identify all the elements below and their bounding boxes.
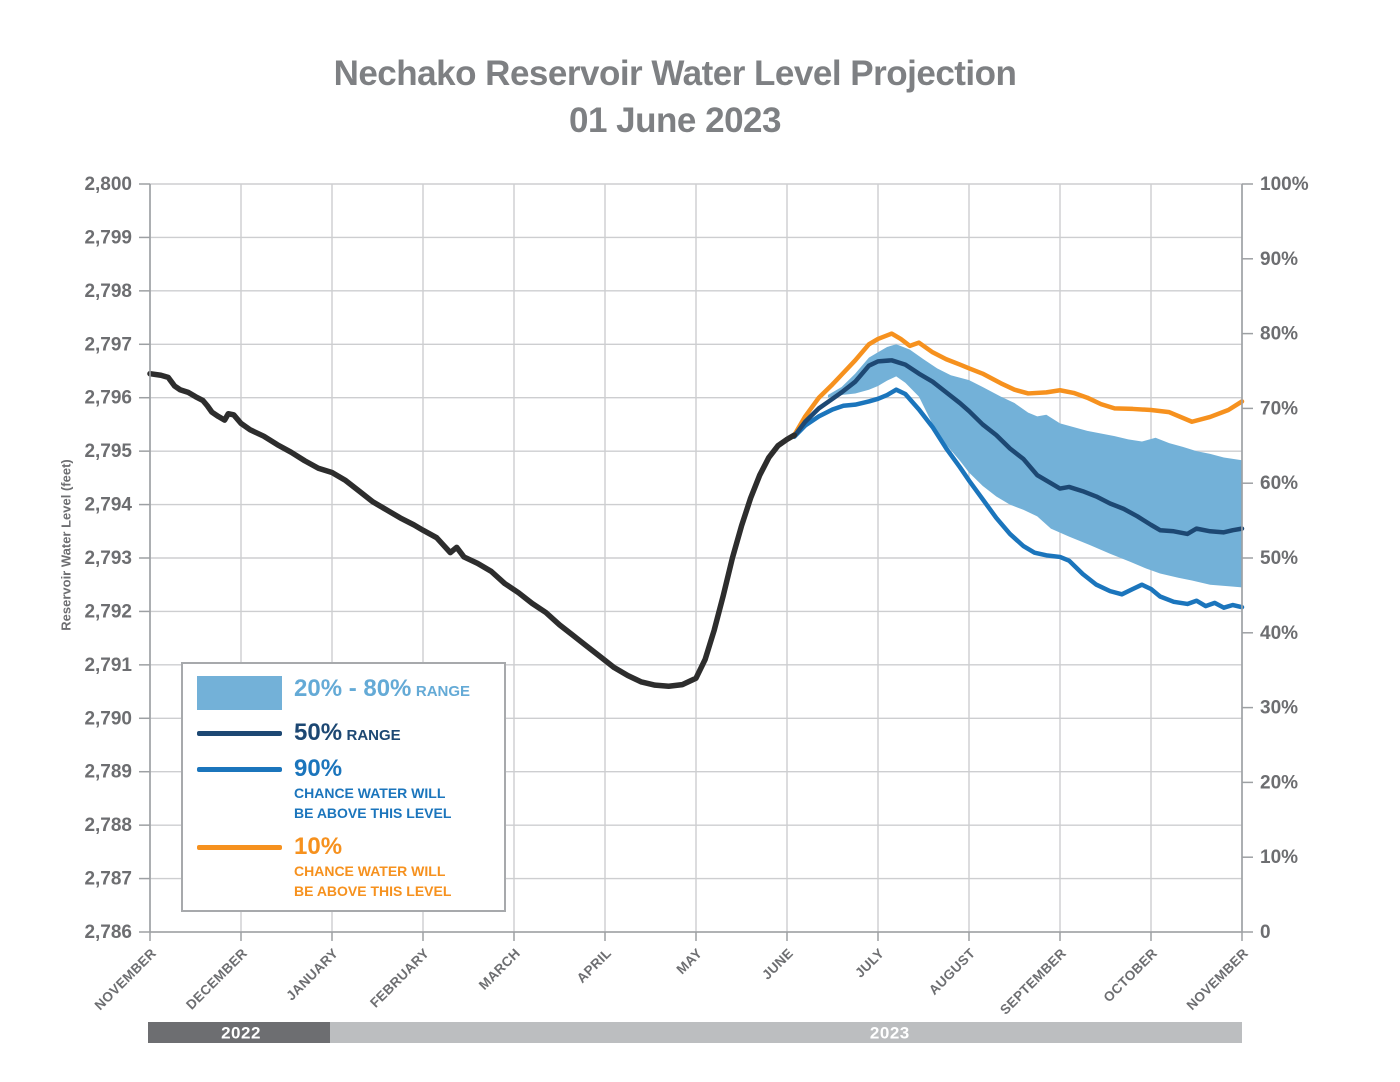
chart-title-line1: Nechako Reservoir Water Level Projection	[333, 54, 1017, 93]
left-axis-tick-label: 2,797	[84, 334, 132, 355]
x-axis-month-label: NOVEMBER	[1184, 946, 1251, 1013]
right-axis-tick-label: 20%	[1260, 772, 1298, 793]
legend-sublabel: RANGE	[415, 683, 471, 700]
right-axis-tick-label: 50%	[1260, 548, 1298, 569]
series-50-range	[792, 358, 1245, 537]
series-band-20-80	[827, 344, 1242, 588]
year-bar-2022	[148, 1022, 332, 1043]
right-axis-tick-label: 0	[1260, 922, 1271, 943]
band-swatch	[197, 676, 282, 710]
left-axis-tick-label: 2,792	[84, 601, 132, 622]
left-axis-tick-label: 2,787	[84, 869, 132, 890]
x-axis-month-label: MAY	[674, 946, 706, 978]
series-90-chance-water-will-be-above-this-level	[792, 387, 1245, 610]
right-axis-tick-label: 10%	[1260, 847, 1298, 868]
legend-label: 10%	[294, 833, 343, 860]
left-axis-tick-label: 2,789	[84, 762, 132, 783]
chart-title: Nechako Reservoir Water Level Projection…	[0, 50, 1350, 144]
right-axis-tick-label: 30%	[1260, 698, 1298, 719]
left-axis-tick-label: 2,796	[84, 388, 132, 409]
left-axis-tick-label: 2,791	[84, 655, 132, 676]
legend-item-50-range: 50% RANGE	[197, 720, 401, 746]
right-axis-tick-label: 100%	[1260, 174, 1309, 195]
left-axis-tick-label: 2,795	[84, 441, 132, 462]
x-axis-month-label: JULY	[852, 946, 887, 981]
x-axis-month-label: FEBRUARY	[367, 946, 432, 1011]
x-axis-month-label: DECEMBER	[183, 946, 250, 1013]
left-axis-tick-label: 2,793	[84, 548, 132, 569]
x-axis-month-label: APRIL	[574, 946, 614, 986]
year-bar-2023	[330, 1022, 1242, 1043]
left-axis-tick-label: 2,788	[84, 815, 132, 836]
legend-label: 20% - 80%	[294, 675, 412, 702]
legend-sublabel: RANGE	[346, 727, 401, 744]
legend-sub-line2: BE ABOVE THIS LEVEL	[294, 883, 452, 899]
x-axis-month-label: OCTOBER	[1100, 946, 1160, 1006]
left-axis-tick-label: 2,790	[84, 708, 132, 729]
x-axis-month-label: JANUARY	[283, 946, 341, 1004]
legend-label: 50%	[294, 719, 343, 746]
p90-line-swatch	[197, 767, 282, 772]
x-axis-month-label: NOVEMBER	[92, 946, 159, 1013]
x-axis-month-label: SEPTEMBER	[997, 946, 1069, 1018]
p50-line-swatch	[197, 731, 282, 736]
legend-label: 90%	[294, 755, 343, 782]
right-axis-tick-label: 40%	[1260, 623, 1298, 644]
p10-line-swatch	[197, 845, 282, 850]
series-historical-water-level	[147, 370, 798, 689]
right-axis-tick-label: 80%	[1260, 324, 1298, 345]
right-axis-tick-label: 70%	[1260, 398, 1298, 419]
left-axis-tick-label: 2,799	[84, 227, 132, 248]
chart-title-line2: 01 June 2023	[569, 101, 781, 140]
y-axis-label: Reservoir Water Level (feet)	[58, 459, 74, 631]
right-axis-tick-label: 90%	[1260, 249, 1298, 270]
legend-item-20-80-range: 20% - 80% RANGE	[197, 676, 470, 710]
left-axis-tick-label: 2,786	[84, 922, 132, 943]
legend-sub-line1: CHANCE WATER WILL	[294, 785, 446, 801]
series-10-chance-water-will-be-above-this-level	[792, 331, 1245, 438]
x-axis-month-label: MARCH	[476, 946, 523, 993]
legend-sub-line2: BE ABOVE THIS LEVEL	[294, 805, 452, 821]
year-bar-label: 2023	[870, 1024, 910, 1043]
x-axis-month-label: JUNE	[759, 946, 796, 983]
left-axis-tick-label: 2,798	[84, 281, 132, 302]
year-bar-label: 2022	[221, 1024, 261, 1043]
x-axis-month-label: AUGUST	[926, 945, 979, 998]
right-axis-tick-label: 60%	[1260, 473, 1298, 494]
left-axis-tick-label: 2,800	[84, 174, 132, 195]
legend-item-90-chance: 90% CHANCE WATER WILL BE ABOVE THIS LEVE…	[197, 756, 451, 822]
left-axis-tick-label: 2,794	[84, 495, 132, 516]
legend: 20% - 80% RANGE 50% RANGE 90% CHANCE WAT…	[181, 662, 506, 912]
legend-item-10-chance: 10% CHANCE WATER WILL BE ABOVE THIS LEVE…	[197, 834, 451, 900]
legend-sub-line1: CHANCE WATER WILL	[294, 863, 446, 879]
